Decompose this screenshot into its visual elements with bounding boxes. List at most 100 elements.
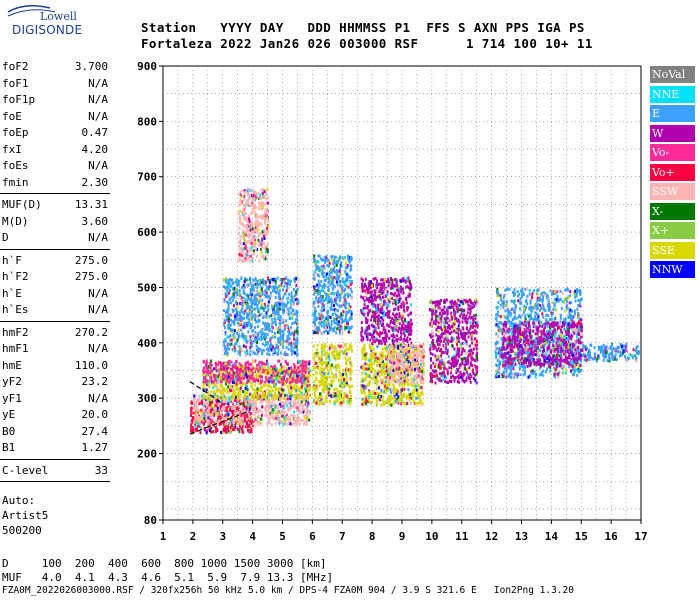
echo-pixel [260,385,263,389]
echo-pixel [275,411,278,415]
echo-pixel [278,296,281,300]
echo-pixel [345,379,348,383]
echo-pixel [247,203,250,207]
echo-pixel [340,379,343,382]
echo-pixel [360,321,363,324]
echo-pixel [204,420,207,423]
echo-pixel [290,391,293,395]
echo-pixel [231,298,234,302]
echo-pixel [308,388,311,392]
echo-pixel [383,375,386,379]
echo-pixel [208,413,210,417]
echo-pixel [307,397,309,401]
echo-pixel [373,354,376,358]
echo-pixel [306,392,309,396]
echo-pixel [244,366,247,370]
echo-pixel [283,308,286,312]
echo-pixel [206,379,209,383]
echo-pixel [235,317,238,321]
echo-pixel [243,194,246,198]
echo-pixel [226,286,228,289]
echo-pixel [287,418,290,422]
echo-pixel [244,417,246,421]
echo-pixel [341,285,344,289]
echo-pixel [257,232,260,236]
echo-pixel [223,299,226,303]
echo-pixel [347,254,350,258]
echo-pixel [258,206,261,210]
echo-pixel [319,361,321,365]
echo-pixel [315,376,317,380]
echo-pixel [293,384,296,388]
echo-pixel [236,396,239,400]
param-row-group4-0: hmF2 270.2 [2,326,108,340]
echo-pixel [374,378,377,382]
echo-pixel [374,339,376,343]
echo-pixel [190,406,193,410]
echo-pixel [298,422,301,426]
echo-pixel [234,286,236,290]
echo-pixel [419,394,421,398]
echo-pixel [213,413,216,417]
echo-pixel [323,266,326,270]
y-tick-label: 500 [137,281,157,294]
echo-pixel [335,397,338,401]
echo-pixel [245,335,248,339]
echo-pixel [384,387,387,391]
echo-pixel [327,391,330,395]
echo-pixel [232,369,234,373]
echo-pixel [250,422,253,425]
echo-pixel [373,361,375,365]
echo-pixel [317,298,320,301]
echo-pixel [297,366,300,370]
echo-pixel [283,281,286,285]
echo-pixel [256,286,259,289]
echo-pixel [226,290,229,294]
echo-pixel [320,377,323,381]
echo-pixel [321,354,324,358]
echo-pixel [255,378,258,382]
param-value: N/A [88,93,108,106]
echo-pixel [222,407,225,411]
echo-pixel [380,395,383,398]
echo-pixel [273,374,276,378]
echo-pixel [293,402,296,406]
echo-pixel [416,391,419,395]
echo-pixel [296,406,299,409]
echo-pixel [345,376,348,380]
echo-pixel [242,207,245,211]
echo-pixel [261,246,264,250]
echo-pixel [228,317,231,321]
echo-pixel [339,390,342,394]
echo-pixel [298,407,301,411]
echo-pixel [260,394,263,398]
echo-pixel [338,304,341,308]
echo-pixel [241,370,244,373]
echo-pixel [285,319,288,323]
echo-pixel [331,375,334,379]
echo-pixel [230,301,233,305]
echo-pixel [229,323,232,327]
echo-pixel [268,370,271,374]
echo-pixel [273,347,276,351]
echo-pixel [336,399,339,403]
echo-pixel [312,304,315,308]
echo-pixel [381,358,383,362]
echo-pixel [227,302,230,306]
echo-pixel [397,401,400,405]
echo-pixel [418,384,421,388]
echo-pixel [411,394,414,398]
echo-pixel [233,376,236,380]
echo-pixel [270,390,273,394]
echo-pixel [374,305,377,309]
x-tick-label: 5 [279,530,286,543]
echo-pixel [293,351,296,355]
echo-pixel [287,278,290,282]
echo-pixel [233,362,236,365]
echo-pixel [248,423,251,427]
echo-pixel [393,343,396,347]
echo-pixel [241,349,244,353]
echo-pixel [376,357,379,360]
echo-pixel [406,401,409,405]
echo-pixel [398,384,401,388]
